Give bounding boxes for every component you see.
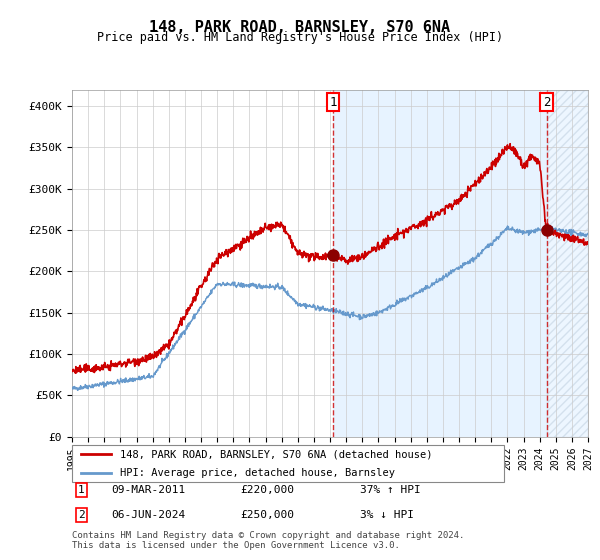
Text: 06-JUN-2024: 06-JUN-2024 xyxy=(111,510,185,520)
Text: £220,000: £220,000 xyxy=(240,485,294,495)
Text: 2: 2 xyxy=(78,510,85,520)
Text: 1: 1 xyxy=(78,485,85,495)
Text: 148, PARK ROAD, BARNSLEY, S70 6NA: 148, PARK ROAD, BARNSLEY, S70 6NA xyxy=(149,20,451,35)
Text: 37% ↑ HPI: 37% ↑ HPI xyxy=(360,485,421,495)
Text: 09-MAR-2011: 09-MAR-2011 xyxy=(111,485,185,495)
Text: 2: 2 xyxy=(543,96,550,109)
Text: HPI: Average price, detached house, Barnsley: HPI: Average price, detached house, Barn… xyxy=(119,468,395,478)
Text: 1: 1 xyxy=(329,96,337,109)
Bar xyxy=(333,90,547,437)
Text: Contains HM Land Registry data © Crown copyright and database right 2024.
This d: Contains HM Land Registry data © Crown c… xyxy=(72,530,464,550)
Text: £250,000: £250,000 xyxy=(240,510,294,520)
FancyBboxPatch shape xyxy=(72,445,504,482)
Text: 148, PARK ROAD, BARNSLEY, S70 6NA (detached house): 148, PARK ROAD, BARNSLEY, S70 6NA (detac… xyxy=(119,449,432,459)
Bar xyxy=(547,90,588,437)
Text: 3% ↓ HPI: 3% ↓ HPI xyxy=(360,510,414,520)
Text: Price paid vs. HM Land Registry's House Price Index (HPI): Price paid vs. HM Land Registry's House … xyxy=(97,31,503,44)
